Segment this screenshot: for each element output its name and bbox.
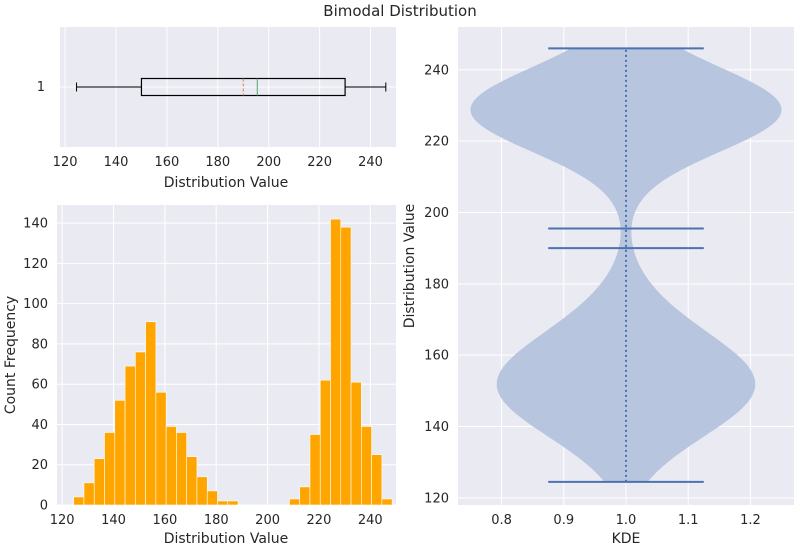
- histogram-bars: [73, 218, 393, 506]
- histogram-bar: [104, 432, 116, 506]
- histogram-bar: [371, 454, 383, 506]
- violin-y-tick-label: 120: [424, 491, 449, 506]
- histogram-y-tick-label: 60: [31, 378, 48, 393]
- histogram-y-tick-label: 120: [23, 257, 48, 272]
- boxplot-x-tick-label: 140: [104, 155, 129, 170]
- violin-y-tick-label: 180: [424, 277, 449, 292]
- boxplot-x-tick-label: 240: [358, 155, 383, 170]
- histogram-y-tick-label: 40: [31, 418, 48, 433]
- violin-y-tick-label: 240: [424, 63, 449, 78]
- histogram-bar: [176, 432, 187, 506]
- histogram-y-ticks: 0 20 40 60 80 100 120 140: [23, 217, 48, 514]
- histogram-bar: [227, 500, 239, 506]
- histogram-bar: [289, 498, 300, 506]
- violin-panel: 0.8 0.9 1.0 1.1 1.2 120 140 160 180 200 220 240 KD…: [402, 27, 794, 547]
- boxplot-panel: 120 140 160 180 200 220 240 1 Distribution Val…: [37, 27, 396, 191]
- histogram-x-tick-label: 160: [152, 513, 177, 528]
- figure-title: Bimodal Distribution: [323, 2, 476, 20]
- boxplot-x-tick-label: 200: [256, 155, 281, 170]
- histogram-y-tick-label: 20: [31, 458, 48, 473]
- boxplot-marks: [76, 77, 387, 97]
- histogram-y-label: Count Frequency: [3, 296, 19, 414]
- histogram-x-tick-label: 120: [50, 513, 75, 528]
- violin-y-tick-label: 140: [424, 420, 449, 435]
- histogram-x-tick-label: 220: [307, 513, 332, 528]
- histogram-bar: [350, 381, 362, 506]
- histogram-y-tick-label: 100: [23, 297, 48, 312]
- violin-x-tick-label: 1.2: [740, 513, 761, 528]
- histogram-bar: [145, 321, 157, 506]
- histogram-bar: [73, 496, 85, 506]
- histogram-x-tick-label: 200: [255, 513, 280, 528]
- violin-y-tick-label: 220: [424, 135, 449, 150]
- histogram-x-ticks: 120 140 160 180 200 220 240: [50, 513, 383, 528]
- violin-x-tick-label: 1.1: [678, 513, 699, 528]
- histogram-bar: [217, 500, 229, 506]
- boxplot-category-label: 1: [37, 80, 45, 95]
- violin-x-tick-label: 0.8: [491, 513, 512, 528]
- histogram-y-tick-label: 0: [40, 499, 48, 514]
- histogram-bar: [124, 365, 136, 506]
- histogram-bar: [330, 218, 342, 506]
- violin-y-label: Distribution Value: [402, 204, 418, 329]
- histogram-bar: [206, 490, 218, 506]
- histogram-bar: [186, 456, 198, 506]
- violin-x-tick-label: 1.0: [616, 513, 637, 528]
- boxplot-x-ticks: 120 140 160 180 200 220 240: [53, 155, 383, 170]
- histogram-bar: [299, 486, 311, 506]
- boxplot-x-tick-label: 160: [154, 155, 179, 170]
- histogram-x-label: Distribution Value: [164, 531, 289, 547]
- histogram-bar: [381, 498, 393, 506]
- violin-x-label: KDE: [612, 531, 641, 547]
- histogram-bar: [155, 391, 167, 506]
- histogram-panel: 120 140 160 180 200 220 240 0 20 40 60 80 100 120 140…: [3, 205, 396, 547]
- boxplot-x-tick-label: 120: [53, 155, 78, 170]
- boxplot-x-label: Distribution Value: [164, 175, 289, 191]
- histogram-bar: [319, 379, 331, 506]
- histogram-bar: [135, 351, 146, 506]
- boxplot-x-tick-label: 220: [307, 155, 332, 170]
- histogram-x-tick-label: 240: [358, 513, 383, 528]
- histogram-bar: [83, 482, 95, 506]
- histogram-y-tick-label: 80: [31, 337, 48, 352]
- histogram-bar: [309, 434, 321, 506]
- violin-x-ticks: 0.8 0.9 1.0 1.1 1.2: [491, 513, 761, 528]
- histogram-y-tick-label: 140: [23, 217, 48, 232]
- histogram-x-tick-label: 180: [204, 513, 229, 528]
- histogram-bar: [361, 426, 372, 506]
- violin-x-tick-label: 0.9: [553, 513, 574, 528]
- histogram-bar: [114, 400, 126, 506]
- histogram-bar: [340, 226, 352, 506]
- boxplot-x-tick-label: 180: [205, 155, 230, 170]
- violin-y-tick-label: 160: [424, 349, 449, 364]
- histogram-bar: [165, 426, 177, 506]
- violin-y-ticks: 120 140 160 180 200 220 240: [424, 63, 449, 506]
- violin-marks: [470, 47, 782, 483]
- violin-y-tick-label: 200: [424, 206, 449, 221]
- histogram-x-tick-label: 140: [101, 513, 126, 528]
- histogram-bar: [93, 458, 105, 506]
- histogram-bar: [196, 476, 208, 506]
